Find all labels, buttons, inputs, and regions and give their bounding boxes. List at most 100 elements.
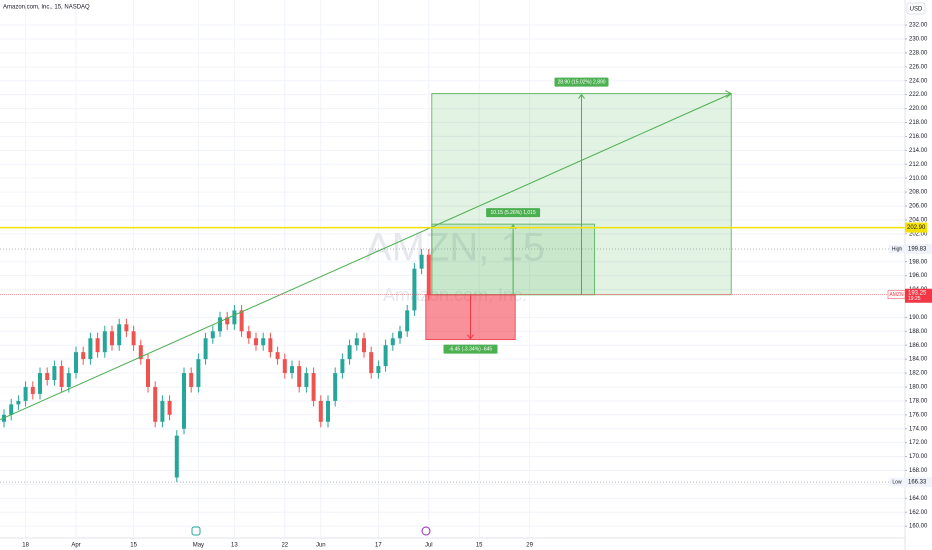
y-tick-label: 214.00 <box>909 148 928 154</box>
y-tick-label: 212.00 <box>909 162 928 168</box>
y-tick-label: 196.00 <box>909 273 928 279</box>
candle-body <box>304 373 309 387</box>
x-tick-label: 13 <box>231 543 238 549</box>
y-tick-label: 218.00 <box>909 120 928 126</box>
x-tick-label: 29 <box>526 543 533 549</box>
y-tick-label: 226.00 <box>909 64 928 70</box>
x-tick-label: Jul <box>425 543 433 549</box>
candle-body <box>318 400 323 422</box>
arrow-head <box>467 334 474 340</box>
candle-body <box>88 338 93 360</box>
candle-body <box>232 310 237 325</box>
candle-body <box>297 366 302 387</box>
tag-box <box>889 478 905 487</box>
y-tick-label: 222.00 <box>909 92 928 98</box>
candle-body <box>376 366 381 374</box>
label-box <box>443 344 498 354</box>
tag-label: High <box>892 246 903 252</box>
candle-body <box>383 345 388 367</box>
candle-body <box>203 338 208 360</box>
x-tick-label: Apr <box>71 543 80 549</box>
currency: USD <box>910 7 923 13</box>
target-label: 28.90 (15.02%) 2,890 <box>557 79 605 85</box>
event-icon[interactable] <box>421 526 431 536</box>
y-tick-label: 184.00 <box>909 357 928 363</box>
candle-body <box>124 324 129 332</box>
candle-body <box>189 373 194 387</box>
candle-body <box>282 359 287 374</box>
candle-body <box>30 386 35 394</box>
candle-body <box>362 338 366 353</box>
y-tick-label: 172.00 <box>909 440 928 446</box>
axis: 160.00162.00164.00166.00168.00170.00172.… <box>22 23 932 549</box>
earnings-icon[interactable] <box>191 526 201 536</box>
candle-body <box>326 400 330 422</box>
candle-body <box>59 366 64 387</box>
y-tick-label: 198.00 <box>909 259 928 265</box>
x-tick-label: 17 <box>375 543 382 549</box>
candle-body <box>117 324 122 346</box>
tag-value: 199.83 <box>908 247 927 253</box>
x-tick-label: 15 <box>476 543 483 549</box>
y-tick-label: 190.00 <box>909 315 928 321</box>
y-tick-label: 164.00 <box>909 496 928 502</box>
candle-body <box>426 254 431 295</box>
candle-body <box>239 310 244 332</box>
candle-body <box>9 404 14 415</box>
candle-body <box>110 331 114 346</box>
candle-body <box>354 338 359 346</box>
candle-body <box>38 373 42 394</box>
grid <box>0 0 905 538</box>
candle-body <box>52 366 57 381</box>
x-tick-label: 22 <box>281 543 288 549</box>
candle-body <box>390 338 395 346</box>
tag-value: 166.33 <box>908 480 927 486</box>
tag-box <box>905 477 932 488</box>
y-tick-label: 224.00 <box>909 78 928 84</box>
tag-box <box>905 243 932 254</box>
y-tick-label: 230.00 <box>909 37 928 43</box>
candle-body <box>66 373 71 387</box>
tag-box <box>905 222 927 233</box>
y-tick-label: 208.00 <box>909 190 928 196</box>
candle-body <box>275 352 280 360</box>
candle-body <box>261 338 266 346</box>
y-tick-label: 188.00 <box>909 329 928 335</box>
y-tick-label: 170.00 <box>909 454 928 460</box>
currency-box <box>906 2 926 15</box>
candle-body <box>225 317 230 325</box>
candle-body <box>131 331 136 346</box>
x-tick-label: May <box>193 543 204 549</box>
x-tick-label: Jun <box>316 543 326 549</box>
last-price-symbol: AMZN <box>889 292 904 298</box>
tag-box <box>905 288 932 303</box>
horizontal-line-label: 202.90 <box>907 225 926 231</box>
y-tick-label: 186.00 <box>909 343 928 349</box>
candle-body <box>311 373 316 401</box>
chart-title: Amazon.com, Inc., 15, NASDAQ <box>3 5 90 11</box>
plot: 28.90 (15.02%) 2,890 10.15 (5.26%) 1,015 -… <box>0 77 905 483</box>
y-tick-label: 174.00 <box>909 426 928 432</box>
x-tick-label: 15 <box>130 543 137 549</box>
candle-body <box>290 366 294 374</box>
tag-label: Low <box>892 479 902 485</box>
y-tick-label: 204.00 <box>909 218 928 224</box>
candle-body <box>218 317 222 332</box>
candle-body <box>333 373 338 401</box>
candle-body <box>398 331 402 339</box>
y-tick-label: 162.00 <box>909 510 928 516</box>
tag-box <box>889 244 905 253</box>
x-tick-label: 18 <box>22 543 29 549</box>
y-tick-label: 220.00 <box>909 106 928 112</box>
label-box <box>486 208 541 218</box>
y-tick-label: 168.00 <box>909 468 928 474</box>
candle-body <box>369 352 374 374</box>
candle-body <box>45 373 50 381</box>
y-tick-label: 160.00 <box>909 524 928 530</box>
candle-body <box>268 338 273 353</box>
y-tick-label: 176.00 <box>909 412 928 418</box>
countdown: 19:25 <box>908 296 921 302</box>
